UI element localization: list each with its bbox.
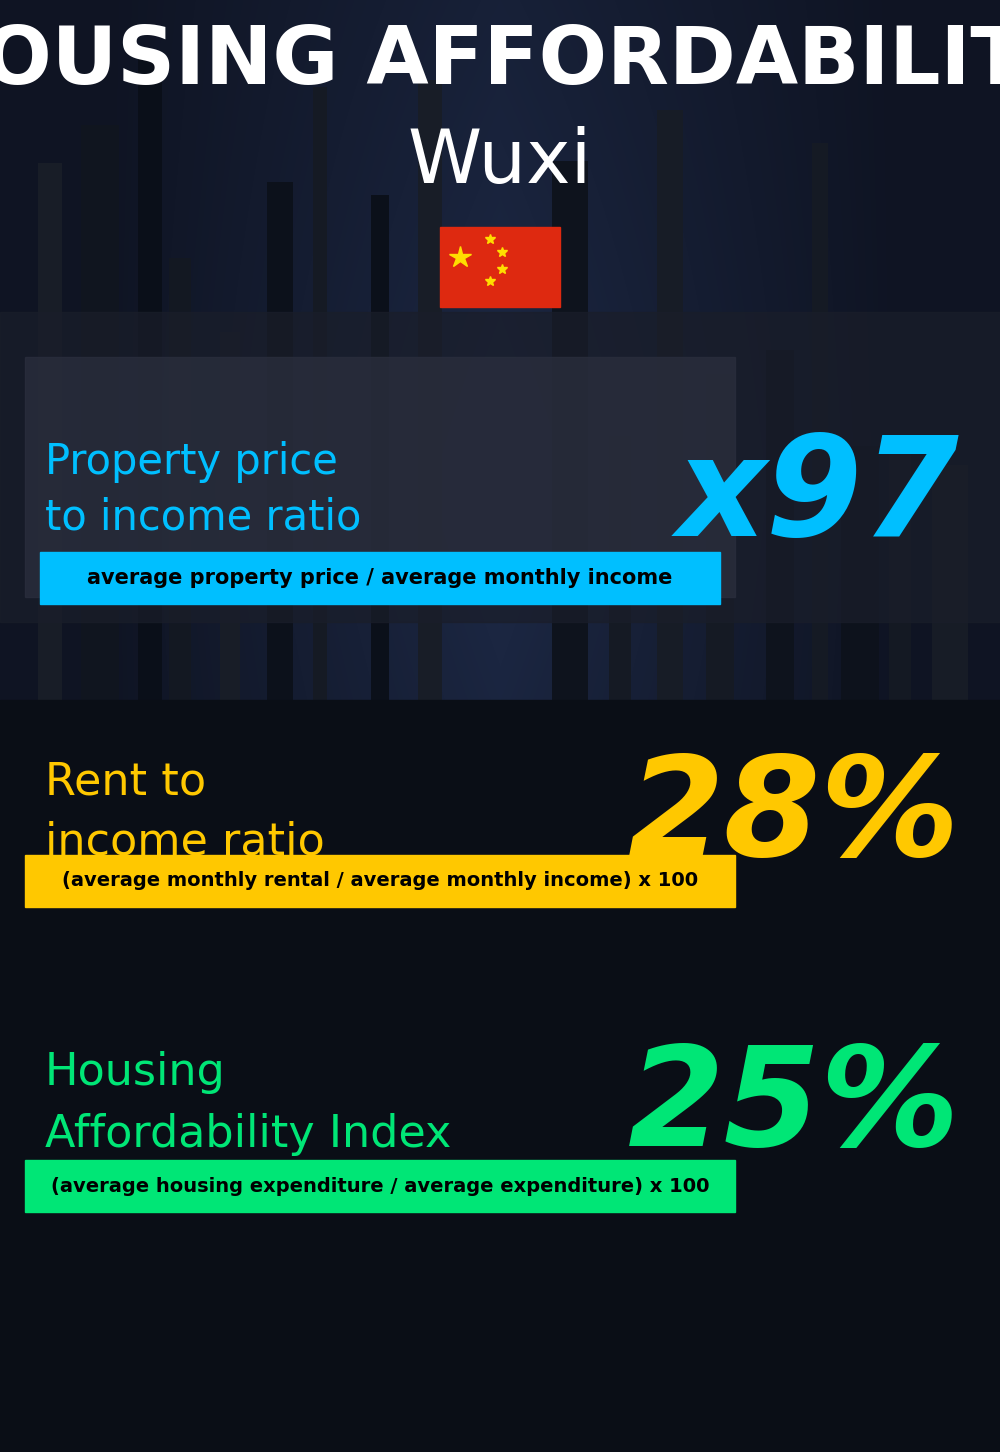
Bar bbox=[40, 552, 720, 604]
Bar bbox=[440, 227, 560, 306]
Text: 28%: 28% bbox=[628, 749, 960, 884]
Bar bbox=[25, 1160, 735, 1212]
Text: (average monthly rental / average monthly income) x 100: (average monthly rental / average monthl… bbox=[62, 871, 698, 890]
Text: Housing: Housing bbox=[45, 1050, 226, 1093]
Text: HOUSING AFFORDABILITY: HOUSING AFFORDABILITY bbox=[0, 23, 1000, 102]
Bar bbox=[0, 312, 1000, 621]
Bar bbox=[25, 855, 735, 908]
Text: (average housing expenditure / average expenditure) x 100: (average housing expenditure / average e… bbox=[51, 1176, 709, 1195]
Text: x97: x97 bbox=[677, 430, 960, 565]
Text: Affordability Index: Affordability Index bbox=[45, 1112, 451, 1156]
Text: 25%: 25% bbox=[628, 1040, 960, 1175]
Text: Rent to: Rent to bbox=[45, 761, 206, 803]
Bar bbox=[0, 700, 1000, 1452]
Text: Wuxi: Wuxi bbox=[408, 125, 592, 199]
Text: Property price: Property price bbox=[45, 441, 338, 484]
Bar bbox=[25, 357, 735, 597]
Text: average property price / average monthly income: average property price / average monthly… bbox=[87, 568, 673, 588]
Text: income ratio: income ratio bbox=[45, 820, 325, 864]
Text: to income ratio: to income ratio bbox=[45, 497, 361, 539]
